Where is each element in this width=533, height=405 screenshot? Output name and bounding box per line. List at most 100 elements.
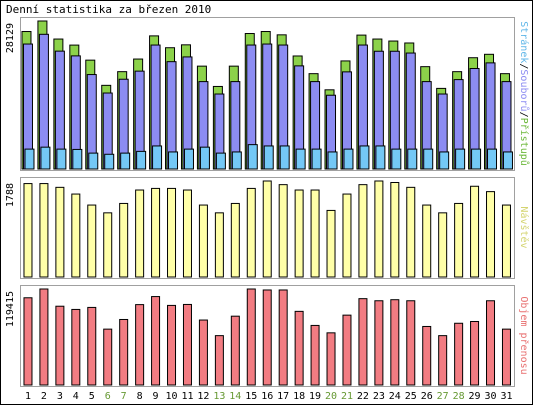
bar-stranek-day-11 bbox=[183, 148, 194, 170]
bar-navstev-day-9 bbox=[151, 187, 161, 278]
x-tick-label: 4 bbox=[73, 391, 79, 402]
x-tick-label: 19 bbox=[309, 391, 321, 402]
bar-objem-prenosu-day-19 bbox=[310, 324, 320, 386]
legend-entry: Návštěv bbox=[518, 206, 530, 248]
x-tick-label: 28 bbox=[453, 391, 465, 402]
x-tick-label: 17 bbox=[277, 391, 289, 402]
panel-middle: 1788 Návštěv bbox=[5, 177, 530, 279]
x-tick-label: 6 bbox=[105, 391, 111, 402]
bar-navstev-day-11 bbox=[182, 189, 192, 278]
x-tick-label: 3 bbox=[57, 391, 63, 402]
bar-navstev-day-10 bbox=[167, 187, 177, 278]
bar-stranek-day-20 bbox=[327, 151, 338, 170]
bar-stranek-day-29 bbox=[471, 148, 482, 170]
x-tick-label: 7 bbox=[121, 391, 127, 402]
bar-stranek-day-10 bbox=[168, 151, 179, 170]
bar-navstev-day-25 bbox=[406, 186, 416, 278]
bar-stranek-day-9 bbox=[152, 145, 163, 170]
x-tick-label: 10 bbox=[166, 391, 178, 402]
panel-top: 28129 Stránek/Souborů/Přístupů bbox=[5, 17, 530, 171]
panel-frame bbox=[20, 285, 515, 387]
bar-navstev-day-23 bbox=[374, 180, 384, 278]
x-tick-label: 23 bbox=[373, 391, 385, 402]
bar-stranek-day-23 bbox=[375, 145, 386, 170]
bar-stranek-day-26 bbox=[423, 148, 434, 170]
bar-objem-prenosu-day-17 bbox=[278, 289, 288, 386]
bar-stranek-day-21 bbox=[343, 148, 354, 170]
bar-navstev-day-14 bbox=[230, 202, 240, 278]
bar-objem-prenosu-day-8 bbox=[135, 304, 145, 386]
x-axis-labels: 1 2 3 4 5 6 7 8 9 10 11 12 13 14 15 16 17 18 19 20 21 22 23 24 2… bbox=[25, 391, 513, 402]
bar-objem-prenosu-day-7 bbox=[119, 318, 129, 386]
bar-objem-prenosu-day-18 bbox=[294, 310, 304, 386]
bar-objem-prenosu-day-5 bbox=[87, 306, 97, 386]
x-tick-label: 15 bbox=[245, 391, 257, 402]
bar-navstev-day-20 bbox=[326, 209, 336, 278]
x-tick-label: 13 bbox=[213, 391, 225, 402]
x-tick-label: 21 bbox=[341, 391, 353, 402]
bar-navstev-day-18 bbox=[294, 189, 304, 278]
bar-stranek-day-12 bbox=[199, 146, 210, 170]
bar-navstev-day-16 bbox=[262, 180, 272, 278]
bar-navstev-day-15 bbox=[246, 187, 256, 278]
bar-objem-prenosu-day-2 bbox=[39, 288, 49, 386]
x-tick-label: 11 bbox=[181, 391, 193, 402]
bar-stranek-day-25 bbox=[407, 148, 418, 170]
x-tick-label: 25 bbox=[405, 391, 417, 402]
bar-objem-prenosu-day-10 bbox=[167, 304, 177, 386]
bar-objem-prenosu-day-9 bbox=[151, 296, 161, 386]
x-tick-label: 8 bbox=[137, 391, 143, 402]
bar-stranek-day-17 bbox=[279, 145, 290, 170]
bar-objem-prenosu-day-12 bbox=[198, 319, 208, 386]
bar-objem-prenosu-day-16 bbox=[262, 289, 272, 386]
x-tick-label: 29 bbox=[469, 391, 481, 402]
bar-objem-prenosu-day-30 bbox=[486, 300, 496, 386]
y-max-label: 28129 bbox=[5, 23, 16, 53]
bar-stranek-day-6 bbox=[104, 153, 115, 170]
bar-navstev-day-22 bbox=[358, 184, 368, 278]
panel-bottom: 119415 Objem přenosu bbox=[5, 285, 530, 387]
bar-navstev-day-13 bbox=[214, 212, 224, 278]
bar-navstev-day-7 bbox=[119, 202, 129, 278]
chart-title: Denní statistika za březen 2010 bbox=[6, 3, 211, 16]
bar-stranek-day-5 bbox=[88, 152, 99, 170]
panel-frame bbox=[20, 17, 515, 171]
bar-stranek-day-19 bbox=[311, 148, 322, 170]
bar-stranek-day-28 bbox=[455, 148, 466, 170]
bar-objem-prenosu-day-27 bbox=[438, 335, 448, 386]
bar-navstev-day-27 bbox=[438, 212, 448, 278]
x-tick-label: 22 bbox=[357, 391, 369, 402]
bar-stranek-day-1 bbox=[24, 148, 35, 170]
bar-objem-prenosu-day-1 bbox=[23, 297, 33, 386]
legend-entry: Objem přenosu bbox=[518, 296, 530, 374]
bar-objem-prenosu-day-24 bbox=[390, 299, 400, 386]
legend-entry: Stránek bbox=[518, 21, 530, 63]
bar-stranek-day-24 bbox=[391, 148, 402, 170]
x-tick-label: 24 bbox=[389, 391, 401, 402]
bar-navstev-day-12 bbox=[198, 204, 208, 278]
bar-navstev-day-1 bbox=[23, 183, 33, 278]
bar-objem-prenosu-day-31 bbox=[501, 328, 511, 386]
bar-objem-prenosu-day-26 bbox=[422, 325, 432, 386]
bar-stranek-day-16 bbox=[263, 145, 274, 170]
bar-stranek-day-8 bbox=[136, 150, 147, 170]
x-tick-label: 27 bbox=[437, 391, 449, 402]
bar-navstev-day-21 bbox=[342, 193, 352, 278]
bar-navstev-day-28 bbox=[454, 202, 464, 278]
bar-navstev-day-17 bbox=[278, 184, 288, 278]
series-legend: Stránek/Souborů/Přístupů bbox=[518, 21, 530, 166]
bar-navstev-day-26 bbox=[422, 204, 432, 278]
x-tick-label: 5 bbox=[89, 391, 95, 402]
x-tick-label: 16 bbox=[261, 391, 273, 402]
bar-objem-prenosu-day-28 bbox=[454, 322, 464, 386]
bar-stranek-day-7 bbox=[120, 152, 131, 170]
x-tick-label: 20 bbox=[325, 391, 337, 402]
bar-stranek-day-27 bbox=[439, 151, 450, 170]
y-max-label: 1788 bbox=[5, 183, 16, 207]
x-tick-label: 12 bbox=[197, 391, 209, 402]
chart-panels: 28129 Stránek/Souborů/Přístupů1788Návštěv… bbox=[5, 17, 530, 387]
legend-entry: / bbox=[518, 112, 529, 118]
series-legend: Objem přenosu bbox=[518, 296, 530, 374]
bar-stranek-day-2 bbox=[40, 146, 51, 170]
